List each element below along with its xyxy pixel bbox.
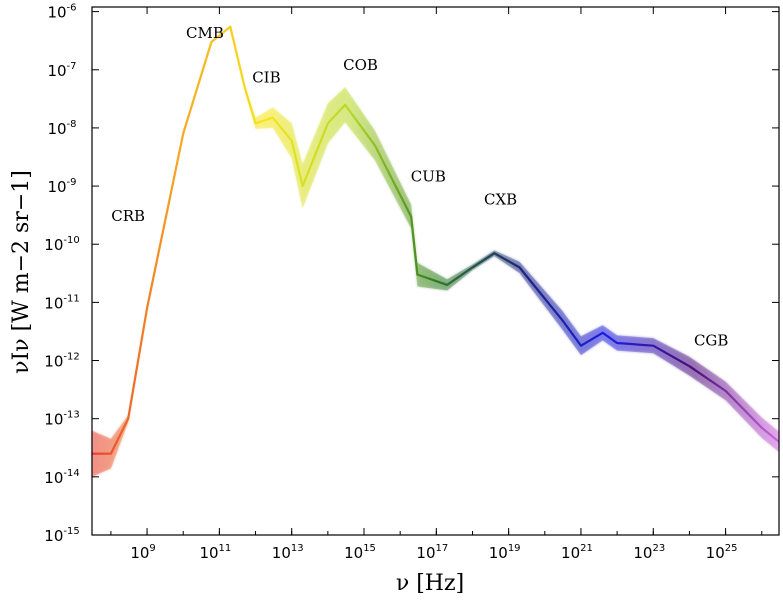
y-tick-label: 10-11 bbox=[44, 293, 79, 312]
series-line bbox=[92, 25, 780, 455]
x-axis-ticks: 109 1011 1013 1015 1017 1019 1021 1023 1025 bbox=[110, 7, 763, 562]
annotation-cib: CIB bbox=[252, 69, 280, 87]
x-tick-label: 1025 bbox=[706, 543, 738, 562]
y-tick-label: 10-9 bbox=[47, 177, 76, 196]
plot-frame bbox=[91, 6, 780, 536]
y-tick-label: 10-10 bbox=[44, 235, 79, 254]
x-tick-label: 1013 bbox=[272, 543, 304, 562]
annotation-layer: CRB CMB CIB COB CUB CXB CGB bbox=[111, 24, 728, 350]
annotation-cub: CUB bbox=[411, 167, 446, 185]
y-axis-label: νIν [W m−2 sr−1] bbox=[9, 170, 34, 374]
x-tick-label: 1017 bbox=[416, 543, 448, 562]
x-tick-label: 109 bbox=[130, 543, 155, 562]
y-tick-label: 10-6 bbox=[47, 3, 76, 22]
annotation-cgb: CGB bbox=[694, 332, 728, 350]
x-tick-label: 1023 bbox=[633, 543, 665, 562]
annotation-cob: COB bbox=[343, 56, 378, 74]
x-tick-label: 1021 bbox=[561, 543, 593, 562]
annotation-cmb: CMB bbox=[186, 24, 224, 42]
y-axis-ticks: 10-15 10-14 10-13 10-12 10-11 10-10 10-9 10-8 10… bbox=[44, 3, 779, 545]
y-tick-label: 10-14 bbox=[44, 468, 79, 487]
x-tick-label: 1015 bbox=[344, 543, 376, 562]
x-tick-label: 1011 bbox=[199, 543, 231, 562]
annotation-cxb: CXB bbox=[484, 191, 517, 209]
y-tick-label: 10-12 bbox=[44, 352, 79, 371]
annotation-crb: CRB bbox=[111, 207, 145, 225]
y-tick-label: 10-15 bbox=[44, 526, 79, 545]
y-tick-label: 10-13 bbox=[44, 410, 79, 429]
x-axis-label: ν [Hz] bbox=[396, 571, 464, 596]
series-line-layer bbox=[92, 25, 780, 455]
x-tick-label: 1019 bbox=[489, 543, 521, 562]
y-tick-label: 10-8 bbox=[47, 119, 76, 138]
y-tick-label: 10-7 bbox=[47, 61, 76, 80]
